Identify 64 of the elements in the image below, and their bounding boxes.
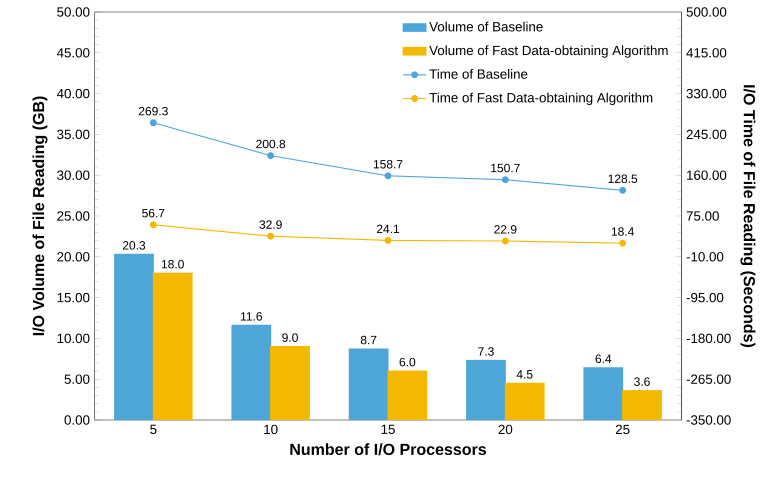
- point: [619, 187, 626, 194]
- y2-tick-label: 415.00: [686, 48, 726, 58]
- data-label: 20.3: [122, 241, 146, 250]
- y-tick-label: 45.00: [56, 48, 90, 58]
- data-label: 158.7: [374, 160, 402, 169]
- y2-tick-label: -10.00: [686, 252, 724, 262]
- data-label: 18.4: [612, 227, 634, 236]
- legend-label: Time of Fast Data-obtaining Algorithm: [429, 92, 652, 106]
- y-tick-label: 5.00: [64, 374, 90, 384]
- y-tick-label: 40.00: [56, 89, 90, 98]
- legend-label: Volume of Baseline: [429, 22, 543, 32]
- x-tick-label: 15: [382, 424, 395, 434]
- y2-tick-label: -265.00: [686, 374, 731, 384]
- y2-tick-label: 330.00: [686, 89, 726, 98]
- y2-tick-label: 75.00: [686, 211, 719, 221]
- point: [150, 221, 157, 228]
- data-label: 200.8: [256, 140, 286, 148]
- x-axis-title: Number of I/O Processors: [290, 443, 486, 456]
- y-tick-label: 35.00: [57, 130, 90, 140]
- y2-tick-label: -95.00: [686, 293, 724, 302]
- point: [267, 232, 274, 240]
- y2-axis-title: I/O Time of File Reading (Seconds): [740, 85, 756, 348]
- data-label: 128.5: [608, 174, 638, 184]
- y2-tick-label: -350.00: [686, 415, 731, 425]
- x-tick-label: 20: [498, 424, 512, 434]
- data-label: 6.0: [400, 358, 416, 366]
- y2-tick-label: -180.00: [686, 334, 731, 344]
- point: [502, 176, 509, 184]
- data-label: 150.7: [491, 164, 520, 172]
- y-tick-label: 0.00: [64, 415, 90, 425]
- legend-label: Time of Baseline: [429, 69, 528, 79]
- y-axis-title: I/O Volume of File Reading (GB): [32, 96, 48, 336]
- data-label: 3.6: [634, 378, 650, 386]
- data-label: 32.9: [259, 220, 282, 230]
- y2-tick-label: 500.00: [686, 7, 726, 17]
- y-tick-label: 25.00: [57, 211, 90, 221]
- y-tick-label: 20.00: [57, 252, 90, 262]
- data-label: 56.7: [142, 209, 164, 218]
- legend-label: Volume of Fast Data-obtaining Algorithm: [429, 46, 668, 58]
- point: [384, 172, 392, 180]
- y2-tick-label: 160.00: [687, 170, 726, 180]
- x-tick-label: 25: [616, 424, 630, 434]
- y-tick-label: 15.00: [58, 293, 90, 302]
- point: [267, 152, 274, 160]
- data-label: 6.4: [596, 354, 612, 364]
- point: [502, 238, 509, 245]
- data-label: 269.3: [138, 107, 168, 116]
- point: [384, 237, 392, 244]
- x-tick-label: 10: [264, 424, 278, 434]
- data-label: 7.3: [478, 347, 494, 356]
- data-label: 8.7: [360, 336, 376, 344]
- data-label: 24.1: [376, 224, 400, 234]
- data-label: 9.0: [282, 334, 298, 342]
- data-label: 4.5: [516, 370, 533, 379]
- data-label: 11.6: [240, 312, 262, 321]
- y-tick-label: 50.00: [57, 7, 90, 17]
- point: [150, 119, 157, 126]
- y2-tick-label: 245.00: [686, 130, 726, 140]
- point: [619, 240, 626, 247]
- y-tick-label: 30.00: [57, 170, 90, 180]
- data-label: 18.0: [162, 260, 184, 269]
- x-tick-label: 5: [150, 424, 156, 434]
- data-label: 22.9: [494, 225, 516, 234]
- y-tick-label: 10.00: [58, 334, 90, 344]
